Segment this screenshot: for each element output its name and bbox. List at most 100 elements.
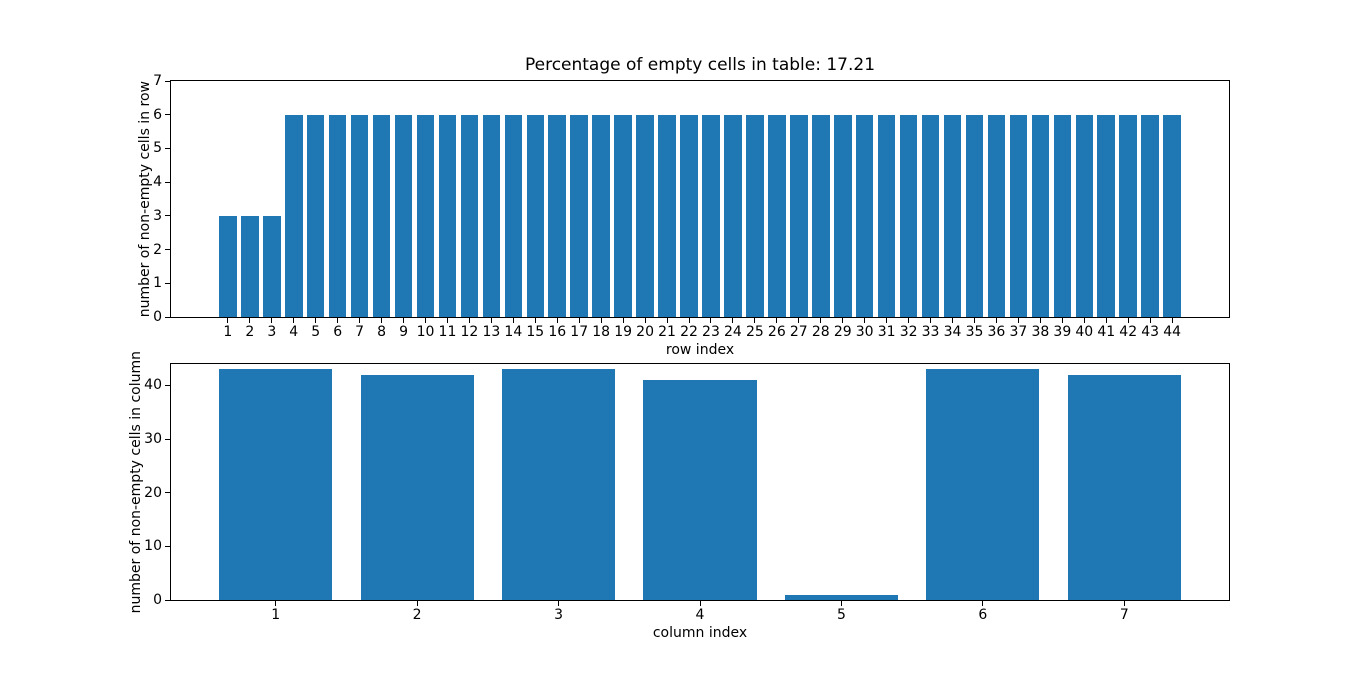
bar (1053, 114, 1072, 317)
bar (987, 114, 1006, 317)
bar (570, 114, 588, 317)
bar (241, 215, 259, 317)
row-chart-axes: Percentage of empty cells in table: 17.2… (137, 55, 1230, 358)
x-tick-label: 28 (811, 324, 830, 340)
bar (877, 114, 896, 317)
y-tick (165, 215, 170, 217)
bar (658, 114, 676, 317)
bar (372, 114, 391, 317)
bar (548, 114, 567, 317)
bar (501, 369, 616, 600)
x-tick (556, 317, 558, 323)
x-tick-label: 14 (504, 324, 523, 340)
bar (1075, 114, 1094, 317)
x-tick (776, 317, 778, 323)
x-tick (732, 317, 734, 323)
x-tick (534, 317, 536, 323)
y-tick-label: 20 (144, 484, 162, 501)
x-tick (578, 317, 580, 323)
x-tick-label: 15 (526, 324, 545, 340)
x-tick-label: 31 (877, 324, 896, 340)
bar (504, 114, 523, 317)
x-tick (293, 317, 295, 323)
y-tick (165, 545, 170, 547)
x-tick-label: 6 (978, 607, 988, 623)
bar (1067, 374, 1181, 600)
bar (614, 114, 632, 317)
x-tick-label: 8 (377, 324, 387, 340)
y-tick-label: 1 (153, 275, 162, 292)
bar (306, 114, 325, 317)
x-tick (1105, 317, 1107, 323)
x-tick (1171, 317, 1173, 323)
x-tick-label: 17 (570, 324, 589, 340)
bar (350, 114, 369, 317)
x-tick-label: 6 (333, 324, 343, 340)
bar (643, 380, 757, 600)
x-tick-label: 30 (855, 324, 874, 340)
bar (460, 114, 479, 317)
x-tick-label: 5 (836, 607, 846, 623)
bar (855, 114, 874, 317)
bar (965, 114, 984, 317)
x-tick-label: 7 (355, 324, 365, 340)
x-tick-label: 21 (658, 324, 676, 340)
bar (1031, 114, 1050, 317)
x-tick-label: 42 (1119, 324, 1138, 340)
x-axis-label: column index (652, 625, 748, 641)
x-tick (275, 600, 277, 606)
x-tick (271, 317, 273, 323)
x-tick (995, 317, 997, 323)
y-tick (165, 384, 170, 386)
x-tick-label: 12 (460, 324, 479, 340)
x-tick-label: 16 (548, 324, 567, 340)
x-tick (908, 317, 910, 323)
x-tick (249, 317, 251, 323)
y-tick-label: 30 (144, 431, 162, 448)
bar (1009, 114, 1028, 317)
x-tick (666, 317, 668, 323)
bar (702, 114, 720, 317)
y-tick (165, 492, 170, 494)
x-tick (1127, 317, 1129, 323)
x-tick-label: 5 (311, 324, 321, 340)
y-tick-label: 6 (153, 106, 162, 123)
y-tick (165, 147, 170, 149)
x-tick (425, 317, 426, 323)
y-tick-label: 0 (153, 592, 162, 608)
bar (482, 114, 501, 317)
y-tick-label: 3 (153, 207, 162, 224)
x-tick (930, 317, 932, 323)
y-tick-label: 5 (153, 140, 162, 157)
x-tick-label: 10 (416, 324, 435, 340)
bar (926, 369, 1040, 600)
x-tick (840, 600, 842, 606)
x-tick-label: 27 (789, 324, 808, 340)
x-tick-label: 19 (614, 324, 633, 340)
x-tick (644, 317, 646, 323)
bar (1163, 114, 1181, 317)
bar (592, 114, 610, 317)
x-tick-label: 4 (695, 607, 705, 623)
bar (360, 374, 474, 600)
bar (811, 114, 830, 317)
x-tick (403, 317, 405, 323)
bar (328, 114, 347, 317)
x-tick (864, 317, 866, 323)
column-chart-y-axis-label-wrap: number of non-empty cells in column (128, 351, 144, 613)
y-tick (165, 249, 170, 251)
bar (263, 215, 281, 317)
x-tick (1039, 317, 1041, 323)
bar (219, 369, 333, 600)
x-tick (952, 317, 954, 323)
x-tick (446, 317, 448, 323)
bar (746, 114, 764, 317)
x-tick (227, 317, 229, 323)
x-tick-label: 26 (767, 324, 786, 340)
x-tick-label: 33 (921, 324, 940, 340)
bar (219, 215, 237, 317)
x-tick (842, 317, 844, 323)
bar (899, 114, 918, 317)
x-tick (754, 317, 756, 323)
x-tick (973, 317, 975, 323)
